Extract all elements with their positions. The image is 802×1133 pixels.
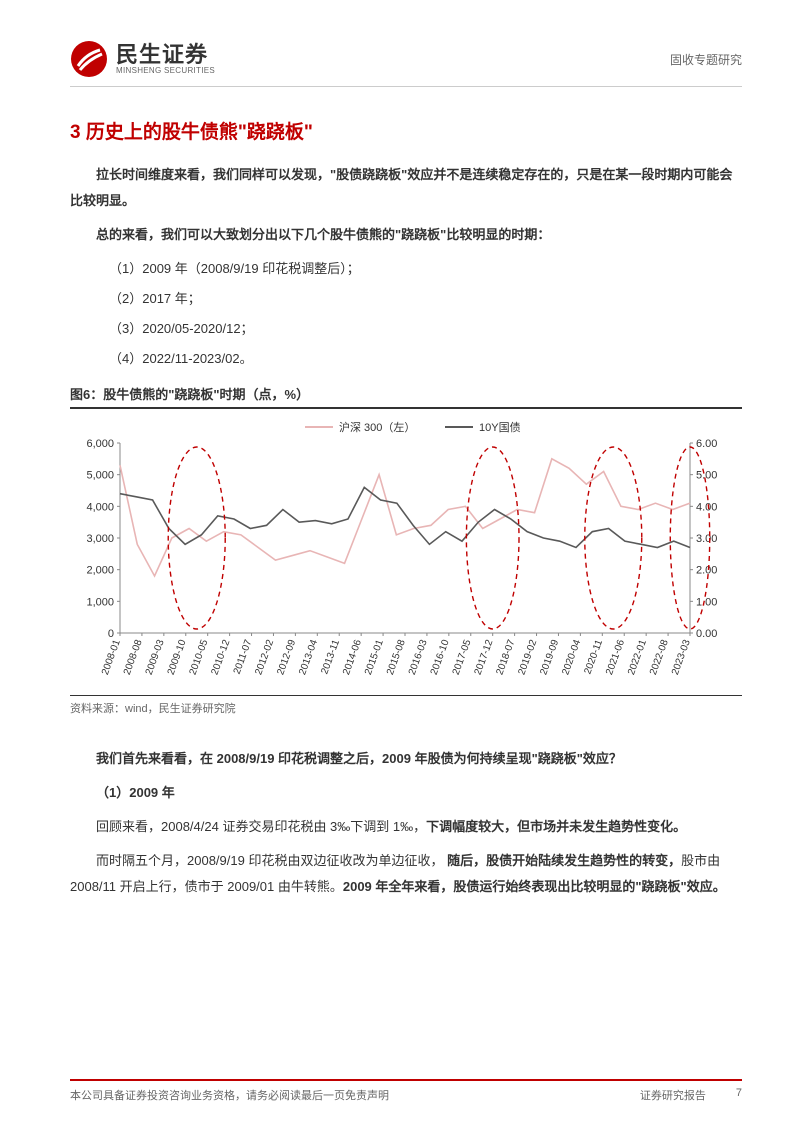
list-item-4: （4）2022/11-2023/02。 bbox=[83, 346, 742, 372]
page-footer: 本公司具备证券投资咨询业务资格，请务必阅读最后一页免责声明 证券研究报告 7 bbox=[70, 1079, 742, 1103]
svg-text:1.00: 1.00 bbox=[696, 596, 717, 608]
para-2: 总的来看，我们可以大致划分出以下几个股牛债熊的"跷跷板"比较明显的时期： bbox=[70, 222, 742, 248]
company-name-cn: 民生证券 bbox=[116, 43, 215, 67]
footer-disclaimer: 本公司具备证券投资咨询业务资格，请务必阅读最后一页免责声明 bbox=[70, 1087, 389, 1103]
para-5a: 而时隔五个月，2008/9/19 印花税由双边征收改为单边征收， bbox=[96, 853, 443, 868]
para-5d: 2009 年全年来看，股债运行始终表现出比较明显的"跷跷板"效应。 bbox=[343, 879, 726, 894]
para-4a: 回顾来看，2008/4/24 证券交易印花税由 3‰下调到 1‰， bbox=[96, 819, 426, 834]
para-5: 而时隔五个月，2008/9/19 印花税由双边征收改为单边征收， 随后，股债开始… bbox=[70, 848, 742, 900]
para-3: 我们首先来看看，在 2008/9/19 印花税调整之后，2009 年股债为何持续… bbox=[70, 746, 742, 772]
para-5b: 随后，股债开始陆续发生趋势性的转变， bbox=[447, 853, 681, 868]
svg-text:4.00: 4.00 bbox=[696, 501, 717, 513]
page-header: 民生证券 MINSHENG SECURITIES 固收专题研究 bbox=[70, 40, 742, 87]
logo-block: 民生证券 MINSHENG SECURITIES bbox=[70, 40, 215, 78]
svg-text:0: 0 bbox=[108, 628, 114, 640]
chart-source: 资料来源：wind，民生证券研究院 bbox=[70, 695, 742, 716]
doc-type-label: 固收专题研究 bbox=[670, 51, 742, 68]
svg-text:5,000: 5,000 bbox=[86, 470, 114, 482]
section-title: 3 历史上的股牛债熊"跷跷板" bbox=[70, 117, 742, 144]
list-item-2: （2）2017 年； bbox=[83, 286, 742, 312]
svg-text:3.00: 3.00 bbox=[696, 533, 717, 545]
para-1: 拉长时间维度来看，我们同样可以发现，"股债跷跷板"效应并不是连续稳定存在的，只是… bbox=[70, 162, 742, 214]
svg-text:4,000: 4,000 bbox=[86, 501, 114, 513]
svg-text:6.00: 6.00 bbox=[696, 438, 717, 450]
company-name-en: MINSHENG SECURITIES bbox=[116, 67, 215, 76]
para-3-head: （1）2009 年 bbox=[70, 780, 742, 806]
svg-text:沪深 300（左）: 沪深 300（左） bbox=[339, 420, 415, 434]
chart-title: 图6：股牛债熊的"跷跷板"时期（点，%） bbox=[70, 384, 742, 409]
svg-text:6,000: 6,000 bbox=[86, 438, 114, 450]
chart-container: 0 1,000 2,000 3,000 4,000 5,000 6,000 0.00 1.00 2… bbox=[70, 415, 742, 695]
company-logo-icon bbox=[70, 40, 108, 78]
svg-text:10Y国债: 10Y国债 bbox=[479, 420, 521, 434]
svg-text:5.00: 5.00 bbox=[696, 470, 717, 482]
svg-text:2,000: 2,000 bbox=[86, 565, 114, 577]
para-4b: 下调幅度较大，但市场并未发生趋势性变化。 bbox=[426, 819, 686, 834]
footer-report-label: 证券研究报告 bbox=[640, 1087, 706, 1103]
page-number: 7 bbox=[736, 1087, 742, 1103]
svg-text:0.00: 0.00 bbox=[696, 628, 717, 640]
list-item-3: （3）2020/05-2020/12； bbox=[83, 316, 742, 342]
svg-text:1,000: 1,000 bbox=[86, 596, 114, 608]
svg-text:2.00: 2.00 bbox=[696, 565, 717, 577]
para-4: 回顾来看，2008/4/24 证券交易印花税由 3‰下调到 1‰，下调幅度较大，… bbox=[70, 814, 742, 840]
svg-text:3,000: 3,000 bbox=[86, 533, 114, 545]
list-item-1: （1）2009 年（2008/9/19 印花税调整后）； bbox=[83, 256, 742, 282]
line-chart: 0 1,000 2,000 3,000 4,000 5,000 6,000 0.00 1.00 2… bbox=[70, 415, 740, 695]
